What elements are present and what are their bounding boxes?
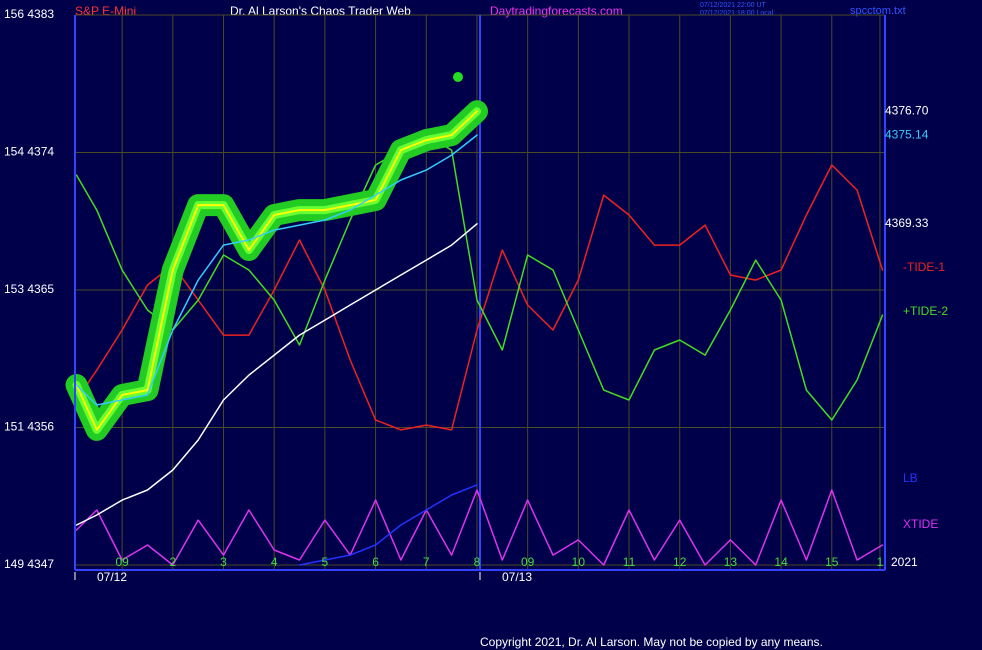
series-line — [75, 164, 884, 431]
chart-title: Dr. Al Larson's Chaos Trader Web — [230, 4, 411, 18]
timestamp-local: 07/12/2021 18:00 Local — [700, 10, 774, 17]
signal-dot — [453, 72, 463, 82]
instrument: S&P E-Mini — [75, 4, 136, 18]
series-line — [75, 223, 478, 526]
series-line — [298, 484, 478, 566]
legend-entry: +TIDE-2 — [903, 304, 948, 318]
x-tick-label: 14 — [774, 555, 788, 569]
x-tick-label: 12 — [673, 555, 687, 569]
series-line — [75, 110, 478, 431]
legend-entry: LB — [903, 471, 918, 485]
y-tick-label: 151 4356 — [4, 420, 54, 434]
x-tick-label: 3 — [220, 555, 227, 569]
y-tick-label: 156 4383 — [4, 7, 54, 21]
y-tick-label: 153 4365 — [4, 282, 54, 296]
date-label: 07/12 — [97, 570, 127, 584]
x-tick-label: 09 — [115, 555, 129, 569]
timestamp-ut: 07/12/2021 22:00 UT — [700, 2, 766, 9]
x-tick-label: 7 — [423, 555, 430, 569]
legend-entry: XTIDE — [903, 517, 938, 531]
copyright: Copyright 2021, Dr. Al Larson. May not b… — [480, 635, 823, 649]
x-tick-label: 4 — [271, 555, 278, 569]
x-tick-label: 5 — [322, 555, 329, 569]
value-label: 4369.33 — [885, 216, 929, 230]
series-line — [75, 134, 884, 421]
x-tick-label: 1 — [877, 555, 884, 569]
series-line — [75, 134, 478, 406]
x-tick-label: 13 — [724, 555, 738, 569]
series-line — [75, 489, 884, 566]
date-label: 07/13 — [502, 570, 532, 584]
y-tick-label: 149 4347 — [4, 557, 54, 571]
value-label: 4375.14 — [885, 127, 929, 141]
x-tick-label: 8 — [474, 555, 481, 569]
file-name: spcctom.txt — [850, 5, 906, 17]
x-tick-label: 10 — [572, 555, 586, 569]
x-tick-label: 15 — [825, 555, 839, 569]
value-label: 4376.70 — [885, 103, 929, 117]
site-link[interactable]: Daytradingforecasts.com — [490, 4, 623, 18]
x-tick-label: 6 — [372, 555, 379, 569]
year-label: 2021 — [891, 555, 918, 569]
y-tick-label: 154 4374 — [4, 145, 54, 159]
x-tick-label: 11 — [623, 555, 636, 569]
x-tick-label: 2 — [169, 555, 176, 569]
plot — [65, 100, 884, 566]
x-tick-label: 09 — [521, 555, 535, 569]
legend-entry: -TIDE-1 — [903, 260, 945, 274]
